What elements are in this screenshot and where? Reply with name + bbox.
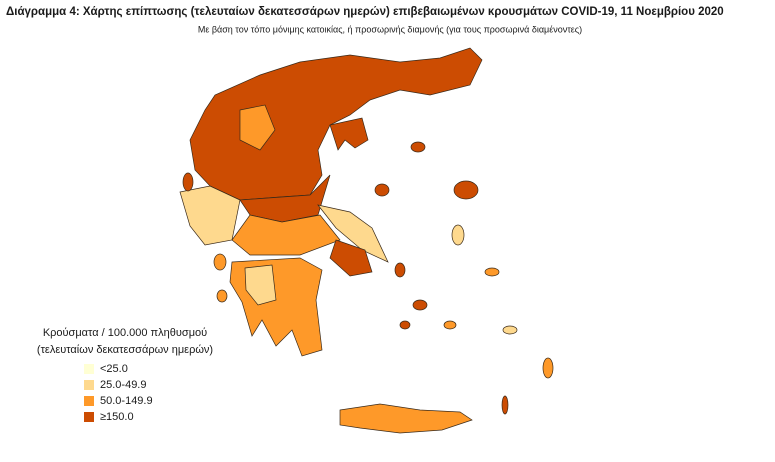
region <box>239 104 276 151</box>
region <box>451 224 465 246</box>
legend-swatch <box>84 364 94 374</box>
legend-label: <25.0 <box>100 363 128 375</box>
region <box>443 320 457 330</box>
legend: Κρούσματα / 100.000 πληθυσμού (τελευταίω… <box>37 327 213 423</box>
legend-swatch <box>84 396 94 406</box>
map <box>179 47 554 434</box>
legend-swatch <box>84 412 94 422</box>
region <box>329 239 373 277</box>
legend-swatch <box>84 380 94 390</box>
legend-label: 25.0-49.9 <box>100 379 146 391</box>
legend-label: ≥150.0 <box>100 411 134 423</box>
region <box>501 395 509 415</box>
legend-label: 50.0-149.9 <box>100 395 153 407</box>
region <box>399 320 411 330</box>
region <box>453 180 479 200</box>
legend-title: (τελευταίων δεκατεσσάρων ημερών) <box>37 344 213 356</box>
region <box>484 267 500 277</box>
region <box>412 299 428 311</box>
title: Διάγραμμα 4: Χάρτης επίπτωσης (τελευταίω… <box>6 6 724 18</box>
region <box>410 141 426 153</box>
legend-title: Κρούσματα / 100.000 πληθυσμού <box>43 327 207 339</box>
region <box>374 183 390 197</box>
region <box>182 172 194 192</box>
region <box>394 262 406 278</box>
region <box>542 357 554 379</box>
region <box>502 325 518 335</box>
region <box>339 403 473 434</box>
region <box>329 117 369 151</box>
region <box>244 264 277 306</box>
region <box>231 214 341 256</box>
subtitle: Με βάση τον τόπο μόνιμης κατοικίας, ή πρ… <box>198 24 582 34</box>
region <box>317 204 389 263</box>
region <box>213 253 227 271</box>
region <box>216 289 228 303</box>
